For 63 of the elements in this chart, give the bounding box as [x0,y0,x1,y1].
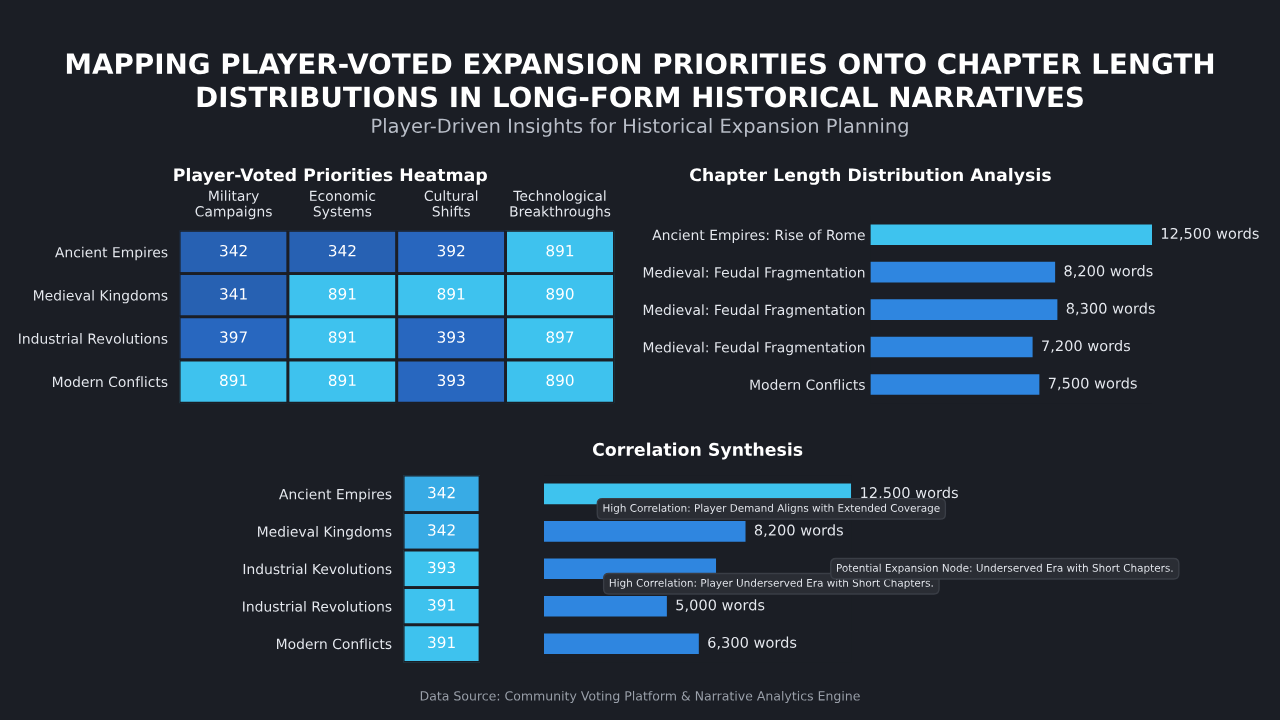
data-label: 897 [546,331,574,343]
data-label: 342 [220,244,247,257]
y-tick-label: Modern Conflicts [53,376,168,388]
data-label: 393 [437,331,465,343]
data-label: 342 [428,524,455,536]
y-tick-label: Ancient Empires [279,488,392,503]
x-tick-label: Military Campaigns [195,190,272,220]
data-label: 5,000 words [676,599,765,612]
x-tick-label: Cultural Shifts [424,190,478,217]
chart-title: MAPPING PLAYER-VOTED EXPANSION PRIORITIES ONTO CHAPTER LENGTH DISTRIBUTIONS IN LONG-FORM HISTORICAL NARRATIVES [66,53,1214,108]
x-tick-label: Technological Breakthroughs [510,190,611,220]
data-label: 7,500 words [1048,377,1137,391]
data-label: 342 [428,486,455,499]
data-label: 891 [437,288,465,300]
data-label: 392 [437,244,465,257]
y-tick-label: Medieval Kingdoms [34,289,168,304]
data-label: 891 [546,244,574,257]
bar [870,299,1058,320]
data-label: 890 [546,374,574,387]
data-label: 891 [328,374,356,387]
data-label: 12,500 words [1161,227,1259,241]
y-tick-label: Medieval: Feudal Fragmentation [643,341,865,356]
x-tick-label: Economic Systems [310,190,376,220]
y-tick-label: Medieval: Feudal Fragmentation [643,304,865,318]
data-label: 391 [428,636,455,649]
text: Player-Voted Priorities Heatmap [174,167,487,185]
bar [870,224,1152,246]
data-label: 393 [437,374,465,387]
chart-title: Chapter Length Distribution Analysis [690,167,1051,185]
y-tick-label: Modern Conflicts [277,638,392,650]
chart-title: Correlation Synthesis [592,442,803,460]
y-tick-label: Modern Conflicts [750,379,865,390]
data-label: 8,200 words [1064,265,1153,278]
bar [870,374,1040,395]
bar [544,633,699,654]
data-label: 393 [428,561,455,574]
bar [870,336,1033,358]
y-tick-label: Medieval Kingdoms [258,526,392,540]
data-label: 7,200 words [1042,339,1131,353]
chart-subtitle: Player-Driven Insights for Historical Expansion Planning [372,118,908,137]
data-label: 397 [220,331,247,343]
data-label: 891 [220,374,247,387]
data-label: 8,300 words [1066,302,1155,316]
data-label: 341 [220,288,247,300]
data-label: 890 [546,288,574,300]
y-tick-label: Industrial Revolutions [19,333,168,344]
annotation: High Correlation: Player Underserved Era with Short Chapters. [609,578,933,589]
data-label: 8,200 words [754,524,843,538]
annotation: Potential Expansion Node: Underserved Era with Short Chapters. [836,563,1173,574]
data-label: 342 [328,244,356,257]
annotation: High Correlation: Player Demand Aligns with Extended Coverage [603,503,940,514]
y-tick-label: Ancient Empires [55,246,168,261]
data-label: 891 [328,288,356,300]
data-label: 6,300 words [708,636,797,650]
data-label: 12,500 words [861,486,958,500]
y-tick-label: Industrial Revolutions [243,600,392,612]
y-tick-label: Ancient Empires: Rise of Rome [652,229,865,243]
data-label: 391 [428,599,455,611]
data-label: 891 [328,331,356,343]
y-tick-label: Industrial Kevolutions [243,563,392,575]
y-tick-label: Medieval: Feudal Fragmentation [643,266,865,281]
bar [870,261,1056,283]
source-note: Data Source: Community Voting Platform & Narrative Analytics Engine [420,690,860,704]
